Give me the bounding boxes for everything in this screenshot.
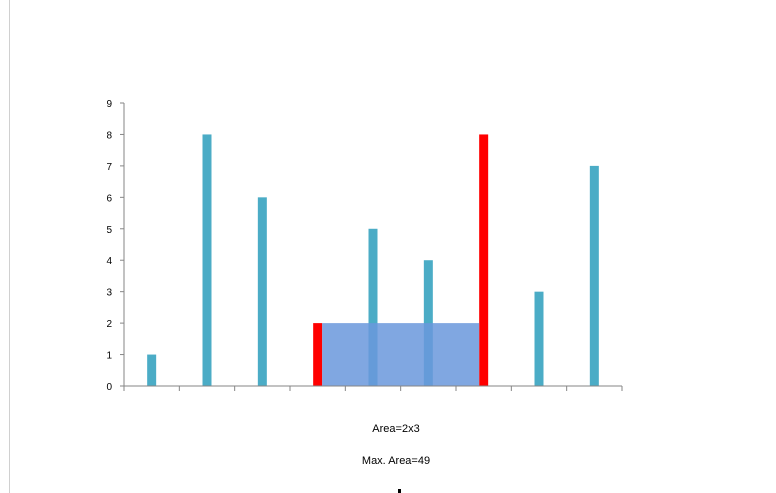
y-tick-label: 9: [106, 99, 112, 110]
bar: [534, 291, 544, 386]
container-area: [322, 323, 480, 386]
y-tick-label: 7: [106, 162, 112, 173]
bar-highlight: [313, 323, 323, 386]
y-tick-label: 3: [106, 288, 112, 299]
y-tick-label: 1: [106, 351, 112, 362]
y-tick-label: 6: [106, 193, 112, 204]
y-tick-label: 5: [106, 225, 112, 236]
stray-mark: [398, 489, 401, 493]
bar: [147, 354, 157, 386]
bar-highlight: [479, 134, 489, 386]
y-tick-label: 8: [106, 130, 112, 141]
bar: [202, 134, 212, 386]
y-tick-label: 0: [106, 382, 112, 393]
bar: [257, 197, 267, 386]
bar: [589, 165, 599, 386]
area-caption: Area=2x3: [372, 423, 420, 435]
y-tick-label: 4: [106, 256, 112, 267]
bar: [368, 228, 378, 386]
y-tick-label: 2: [106, 319, 112, 330]
frame-border: [9, 0, 10, 493]
max-area-caption: Max. Area=49: [361, 455, 431, 467]
